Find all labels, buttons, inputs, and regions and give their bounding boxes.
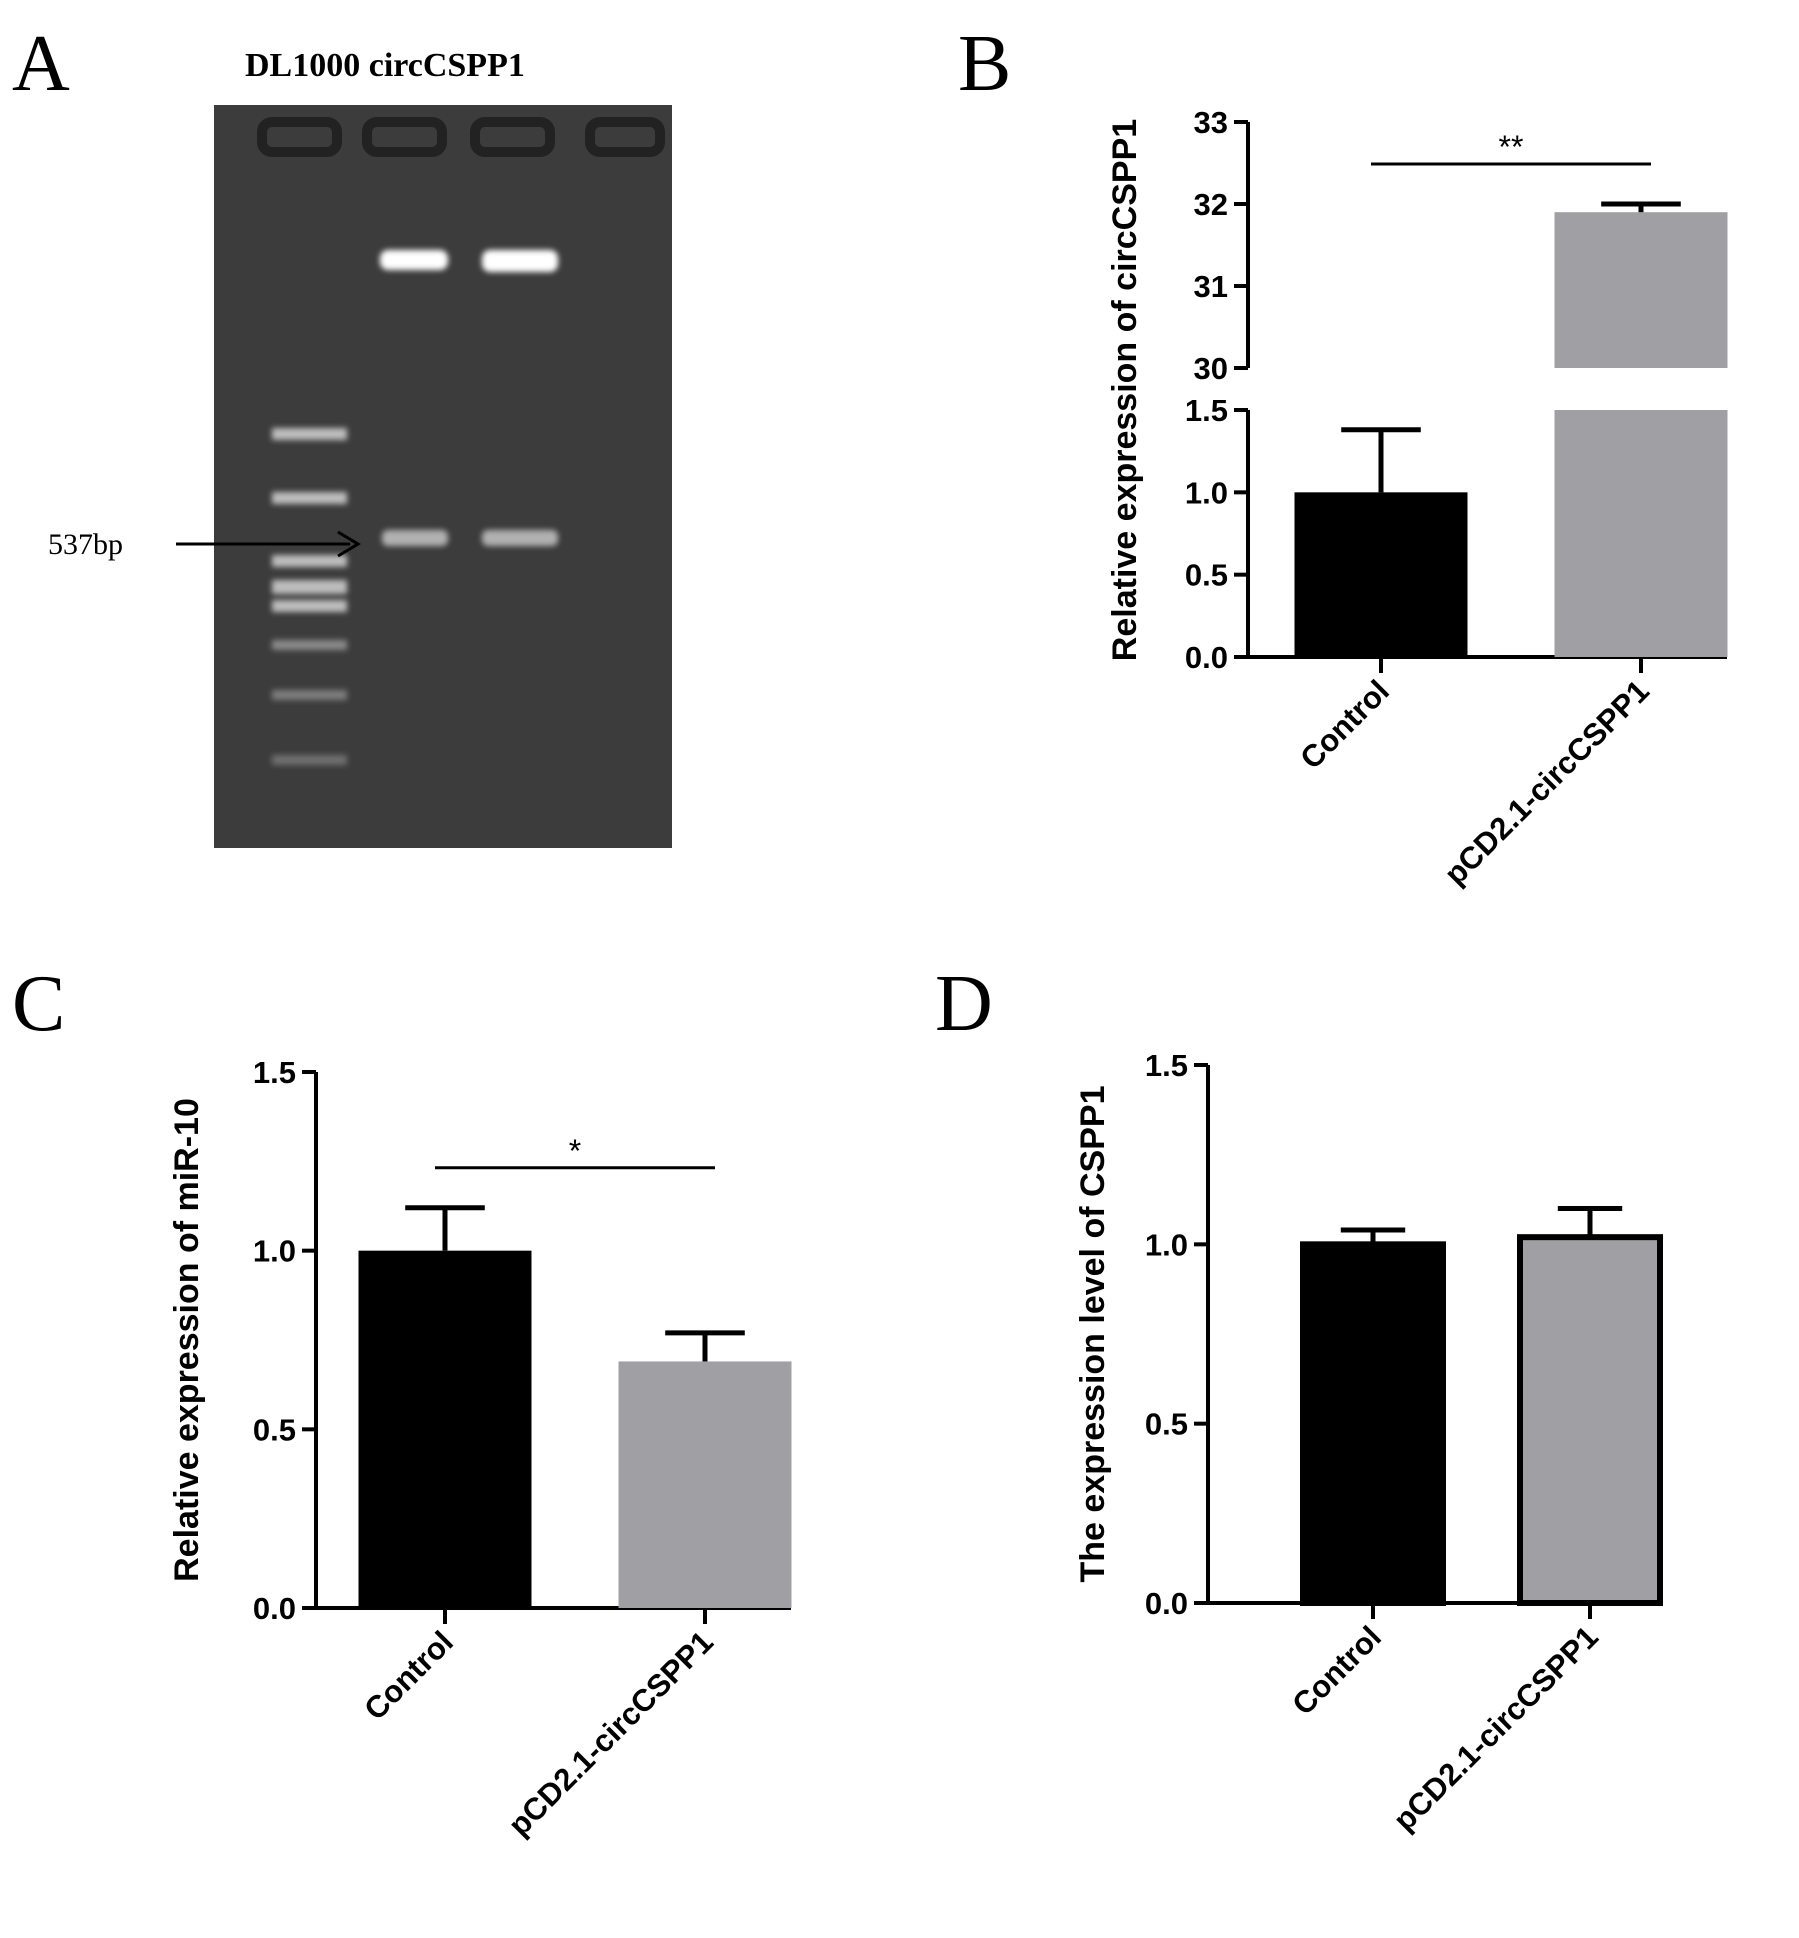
y-tick-label: 32: [1194, 187, 1228, 222]
ladder-band: [272, 428, 347, 440]
y-tick-label: 1.5: [1145, 1048, 1188, 1083]
gel: [214, 105, 672, 848]
y-tick-label: 0.5: [253, 1412, 296, 1447]
well: [362, 117, 447, 157]
gel-title: DL1000 circCSPP1: [245, 47, 525, 84]
band-annotation: 537bp: [48, 528, 123, 561]
bands: [380, 250, 558, 546]
ladder-band: [272, 640, 347, 650]
bar: [1300, 1241, 1446, 1607]
y-tick-label: 1.5: [253, 1055, 296, 1090]
wells: [257, 117, 665, 157]
y-tick-label: 1.0: [1185, 475, 1228, 510]
bar: [358, 1250, 532, 1608]
ladder-band: [272, 492, 347, 504]
significance-label: **: [1499, 129, 1524, 165]
significance-label: *: [569, 1133, 581, 1169]
panel-label: A: [12, 20, 70, 108]
well: [470, 117, 555, 157]
bar: [1517, 1234, 1663, 1607]
x-tick-label: pCD2.1-circCSPP1: [501, 1624, 719, 1842]
y-tick-label: 0.0: [253, 1591, 296, 1626]
ladder-band: [272, 755, 347, 765]
y-tick-label: 0.5: [1145, 1407, 1188, 1442]
y-tick-label: 0.0: [1145, 1586, 1188, 1621]
y-tick-label: 33: [1194, 105, 1228, 140]
y-axis-title: Relative expression of circCSPP1: [1106, 119, 1144, 661]
ladder-band: [272, 580, 347, 594]
y-tick-label: 1.0: [253, 1234, 296, 1269]
y-tick-label: 1.0: [1145, 1227, 1188, 1262]
bar: [1554, 212, 1728, 368]
y-tick-label: 0.0: [1185, 640, 1228, 675]
panel-label: C: [12, 960, 65, 1048]
x-tick-label: pCD2.1-circCSPP1: [1437, 673, 1655, 891]
panel-label: D: [935, 960, 993, 1048]
gel-background: [214, 105, 672, 848]
bar: [1294, 492, 1468, 657]
well: [585, 117, 665, 157]
band: [482, 250, 558, 272]
arrow-head: [337, 530, 361, 558]
x-tick-label: Control: [357, 1624, 460, 1727]
y-tick-label: 0.5: [1185, 558, 1228, 593]
band: [482, 530, 558, 546]
bar-lower-part: [1554, 410, 1728, 657]
ladder-band: [272, 555, 347, 567]
ladder: [272, 428, 347, 765]
y-tick-label: 1.5: [1185, 393, 1228, 428]
x-tick-label: pCD2.1-circCSPP1: [1386, 1619, 1604, 1837]
well: [257, 117, 342, 157]
y-axis-title: Relative expression of miR-10: [168, 1098, 206, 1582]
ladder-band: [272, 600, 347, 612]
y-tick-label: 31: [1194, 269, 1228, 304]
band: [380, 250, 448, 270]
panel-label: B: [958, 20, 1011, 108]
x-tick-label: Control: [1285, 1619, 1388, 1722]
ladder-band: [272, 690, 347, 700]
band: [382, 530, 448, 546]
y-tick-label: 30: [1194, 351, 1228, 386]
y-axis-title: The expression level of CSPP1: [1074, 1086, 1112, 1583]
x-tick-label: Control: [1293, 673, 1396, 776]
bar: [618, 1361, 792, 1608]
